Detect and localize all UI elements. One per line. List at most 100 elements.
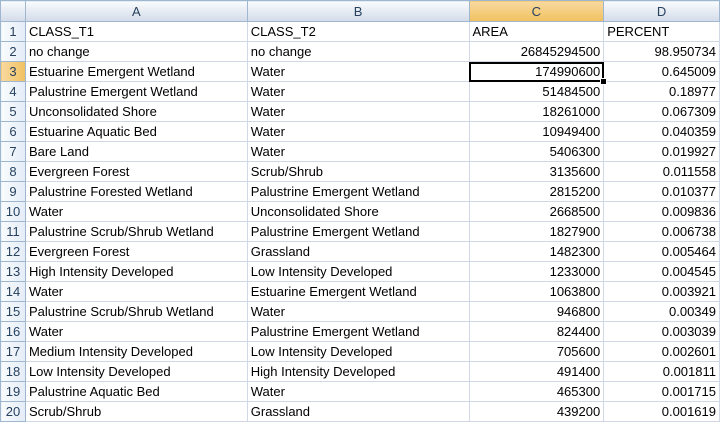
row-header[interactable]: 8 <box>0 161 26 182</box>
cell-class-t2[interactable]: Water <box>246 381 470 402</box>
row-header[interactable]: 10 <box>0 201 26 222</box>
row-header[interactable]: 3 <box>0 61 26 82</box>
row-header[interactable]: 1 <box>0 21 26 42</box>
cell-class-t2[interactable]: Low Intensity Developed <box>246 341 470 362</box>
cell-area[interactable]: 2815200 <box>468 181 605 202</box>
cell-class-t1[interactable]: CLASS_T1 <box>24 21 248 42</box>
cell-class-t1[interactable]: Palustrine Aquatic Bed <box>24 381 248 402</box>
row-header[interactable]: 11 <box>0 221 26 242</box>
row-header[interactable]: 13 <box>0 261 26 282</box>
row-header[interactable]: 5 <box>0 101 26 122</box>
cell-percent[interactable]: 0.009836 <box>603 201 720 222</box>
cell-class-t1[interactable]: Palustrine Scrub/Shrub Wetland <box>24 301 248 322</box>
cell-class-t2[interactable]: Palustrine Emergent Wetland <box>246 181 470 202</box>
cell-class-t1[interactable]: Palustrine Scrub/Shrub Wetland <box>24 221 248 242</box>
cell-percent[interactable]: 0.011558 <box>603 161 720 182</box>
cell-class-t2[interactable]: CLASS_T2 <box>246 21 470 42</box>
cell-percent[interactable]: 0.019927 <box>603 141 720 162</box>
cell-area[interactable]: AREA <box>468 21 605 42</box>
cell-percent[interactable]: 0.005464 <box>603 241 720 262</box>
cell-class-t2[interactable]: High Intensity Developed <box>246 361 470 382</box>
select-all-corner[interactable] <box>0 0 26 22</box>
cell-class-t2[interactable]: Water <box>246 121 470 142</box>
fill-handle[interactable] <box>599 77 607 85</box>
cell-area[interactable]: 51484500 <box>468 81 605 102</box>
cell-percent[interactable]: 0.00349 <box>603 301 720 322</box>
cell-class-t1[interactable]: Evergreen Forest <box>24 241 248 262</box>
row-header[interactable]: 19 <box>0 381 26 402</box>
cell-class-t2[interactable]: Grassland <box>246 401 470 422</box>
cell-class-t2[interactable]: Estuarine Emergent Wetland <box>246 281 470 302</box>
cell-class-t1[interactable]: High Intensity Developed <box>24 261 248 282</box>
cell-class-t2[interactable]: Palustrine Emergent Wetland <box>246 221 470 242</box>
cell-class-t2[interactable]: Water <box>246 101 470 122</box>
row-header[interactable]: 9 <box>0 181 26 202</box>
cell-percent[interactable]: 0.006738 <box>603 221 720 242</box>
cell-class-t1[interactable]: Water <box>24 201 248 222</box>
cell-percent[interactable]: 0.004545 <box>603 261 720 282</box>
cell-area[interactable]: 18261000 <box>468 101 605 122</box>
cell-class-t1[interactable]: Water <box>24 281 248 302</box>
cell-area[interactable]: 1827900 <box>468 221 605 242</box>
cell-class-t2[interactable]: Scrub/Shrub <box>246 161 470 182</box>
row-header[interactable]: 17 <box>0 341 26 362</box>
cell-area[interactable]: 1233000 <box>468 261 605 282</box>
cell-class-t1[interactable]: Medium Intensity Developed <box>24 341 248 362</box>
cell-class-t1[interactable]: Evergreen Forest <box>24 161 248 182</box>
cell-class-t2[interactable]: Unconsolidated Shore <box>246 201 470 222</box>
cell-class-t2[interactable]: Water <box>246 81 470 102</box>
cell-percent[interactable]: 0.645009 <box>603 61 720 82</box>
cell-area[interactable]: 491400 <box>468 361 605 382</box>
cell-area[interactable]: 946800 <box>468 301 605 322</box>
column-header-d[interactable]: D <box>603 0 720 22</box>
row-header[interactable]: 7 <box>0 141 26 162</box>
cell-area[interactable]: 174990600 <box>468 61 605 82</box>
cell-percent[interactable]: 0.067309 <box>603 101 720 122</box>
cell-class-t1[interactable]: Scrub/Shrub <box>24 401 248 422</box>
cell-class-t2[interactable]: Low Intensity Developed <box>246 261 470 282</box>
cell-percent[interactable]: 0.010377 <box>603 181 720 202</box>
cell-class-t2[interactable]: Water <box>246 301 470 322</box>
row-header[interactable]: 4 <box>0 81 26 102</box>
row-header[interactable]: 20 <box>0 401 26 422</box>
cell-percent[interactable]: 98.950734 <box>603 41 720 62</box>
row-header[interactable]: 6 <box>0 121 26 142</box>
cell-class-t2[interactable]: no change <box>246 41 470 62</box>
cell-area[interactable]: 439200 <box>468 401 605 422</box>
cell-class-t1[interactable]: no change <box>24 41 248 62</box>
cell-area[interactable]: 10949400 <box>468 121 605 142</box>
cell-class-t1[interactable]: Unconsolidated Shore <box>24 101 248 122</box>
cell-percent[interactable]: 0.040359 <box>603 121 720 142</box>
row-header[interactable]: 15 <box>0 301 26 322</box>
row-header[interactable]: 12 <box>0 241 26 262</box>
cell-area[interactable]: 26845294500 <box>468 41 605 62</box>
row-header[interactable]: 14 <box>0 281 26 302</box>
cell-class-t2[interactable]: Grassland <box>246 241 470 262</box>
cell-percent[interactable]: PERCENT <box>603 21 720 42</box>
column-header-a[interactable]: A <box>24 0 248 22</box>
cell-percent[interactable]: 0.003921 <box>603 281 720 302</box>
column-header-c[interactable]: C <box>468 0 605 22</box>
cell-area[interactable]: 1063800 <box>468 281 605 302</box>
cell-area[interactable]: 824400 <box>468 321 605 342</box>
cell-percent[interactable]: 0.002601 <box>603 341 720 362</box>
cell-percent[interactable]: 0.003039 <box>603 321 720 342</box>
cell-percent[interactable]: 0.18977 <box>603 81 720 102</box>
cell-area[interactable]: 705600 <box>468 341 605 362</box>
cell-class-t2[interactable]: Water <box>246 61 470 82</box>
cell-area[interactable]: 5406300 <box>468 141 605 162</box>
cell-class-t1[interactable]: Palustrine Forested Wetland <box>24 181 248 202</box>
cell-class-t2[interactable]: Palustrine Emergent Wetland <box>246 321 470 342</box>
cell-class-t2[interactable]: Water <box>246 141 470 162</box>
cell-class-t1[interactable]: Estuarine Emergent Wetland <box>24 61 248 82</box>
cell-area[interactable]: 1482300 <box>468 241 605 262</box>
cell-percent[interactable]: 0.001619 <box>603 401 720 422</box>
cell-area[interactable]: 3135600 <box>468 161 605 182</box>
cell-class-t1[interactable]: Palustrine Emergent Wetland <box>24 81 248 102</box>
cell-class-t1[interactable]: Bare Land <box>24 141 248 162</box>
column-header-b[interactable]: B <box>246 0 470 22</box>
cell-area[interactable]: 2668500 <box>468 201 605 222</box>
cell-percent[interactable]: 0.001715 <box>603 381 720 402</box>
cell-class-t1[interactable]: Estuarine Aquatic Bed <box>24 121 248 142</box>
cell-area[interactable]: 465300 <box>468 381 605 402</box>
